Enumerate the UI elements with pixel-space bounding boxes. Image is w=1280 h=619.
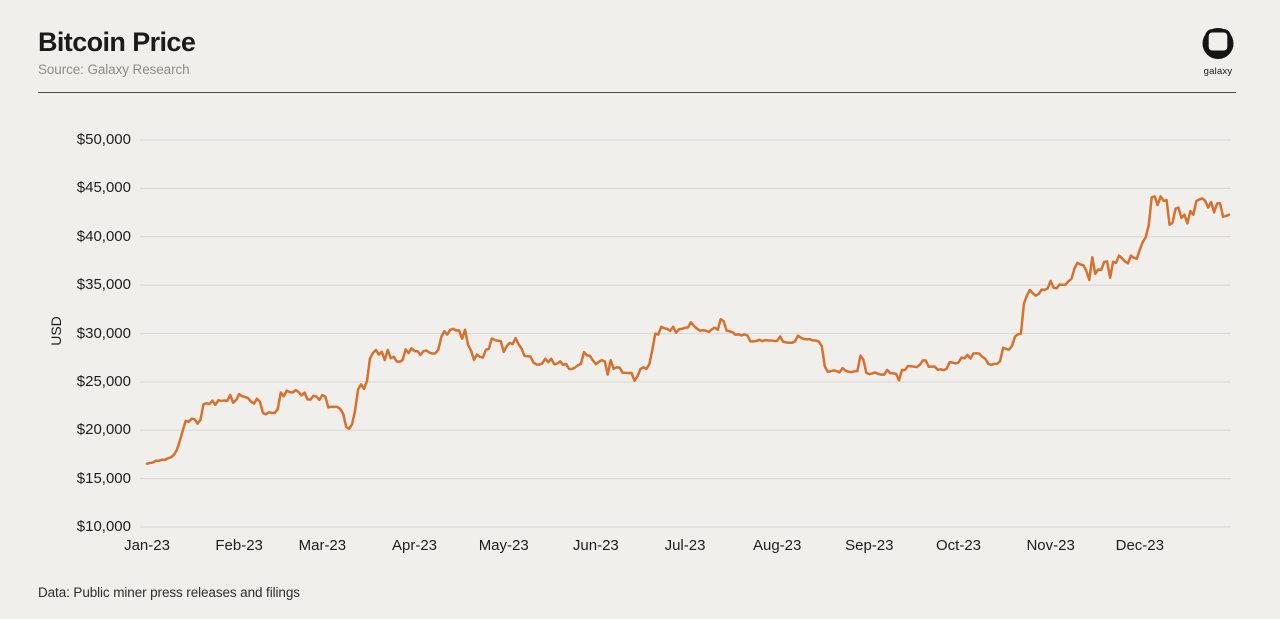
y-tick-label: $10,000: [76, 518, 131, 535]
page-title: Bitcoin Price: [38, 27, 196, 57]
x-tick-label: Nov-23: [1026, 537, 1075, 554]
x-tick-label: Mar-23: [298, 537, 347, 554]
y-tick-label: $45,000: [76, 179, 131, 197]
galaxy-logo-icon: [1199, 28, 1237, 65]
y-tick-label: $25,000: [76, 372, 131, 390]
y-tick-label: $15,000: [76, 469, 131, 487]
x-tick-label: Aug-23: [752, 537, 802, 554]
source-label: Source: Galaxy Research: [38, 62, 190, 77]
y-axis-title: USD: [48, 316, 64, 346]
y-tick-label: $35,000: [76, 276, 131, 294]
x-tick-label: Jul-23: [664, 537, 706, 554]
x-tick-label: Sep-23: [845, 537, 894, 554]
x-tick-label: Oct-23: [935, 537, 981, 554]
x-tick-label: May-23: [478, 537, 529, 554]
galaxy-logo: galaxy: [1193, 24, 1243, 77]
y-tick-label: $50,000: [76, 131, 131, 148]
x-tick-label: Dec-23: [1115, 537, 1164, 554]
y-tick-label: $20,000: [76, 421, 131, 439]
x-tick-label: Jun-23: [572, 537, 619, 554]
price-chart: [140, 139, 1231, 528]
price-line: [145, 195, 1231, 465]
header-divider: [38, 92, 1236, 93]
y-tick-label: $40,000: [76, 227, 131, 245]
y-tick-label: $30,000: [76, 324, 131, 342]
x-tick-label: Feb-23: [215, 537, 263, 554]
galaxy-logo-text: galaxy: [1203, 66, 1233, 77]
footer-note: Data: Public miner press releases and fi…: [38, 585, 300, 600]
x-tick-label: Jan-23: [124, 537, 170, 554]
x-tick-label: Apr-23: [392, 537, 438, 554]
